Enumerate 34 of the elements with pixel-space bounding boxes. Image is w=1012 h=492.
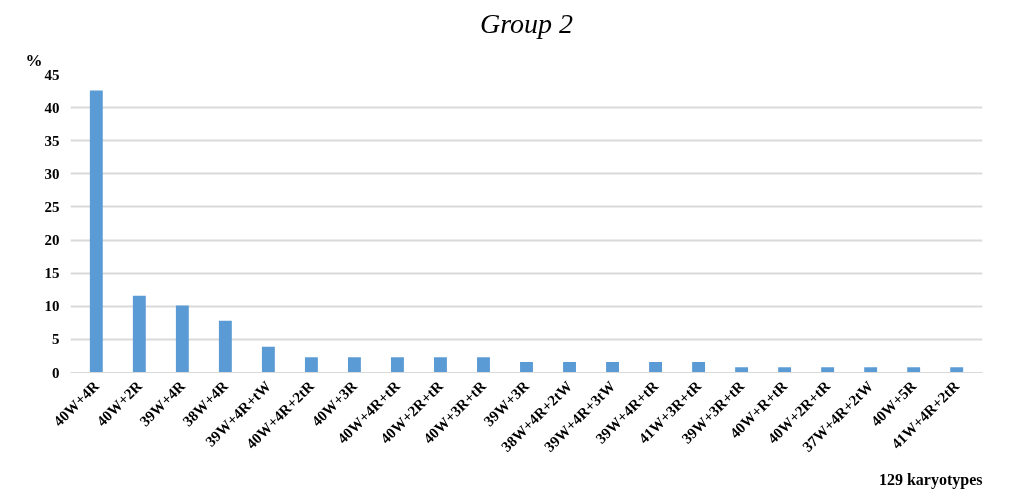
bar [390,357,404,373]
bar [304,357,318,373]
bar [434,357,447,373]
y-tick-label: 40 [44,99,60,116]
bar [907,367,921,373]
bar [132,295,146,373]
y-tick-label: 5 [52,331,60,348]
bar [864,367,878,373]
y-tick-label: 15 [44,265,60,282]
bar [563,361,576,373]
text: 129 karyotypes [878,470,983,489]
bar [950,367,964,373]
bar [261,346,275,373]
bar [821,367,835,373]
bar [477,357,490,373]
y-tick-label: 25 [44,198,60,215]
y-tick-label: 30 [44,165,60,182]
y-tick-label: 45 [44,66,60,83]
bar [778,367,792,373]
bar [218,320,232,373]
bar [735,367,749,373]
bar [89,90,103,373]
bar [606,361,619,373]
y-tick-label: 10 [44,298,60,315]
y-axis-title: % [25,50,43,70]
bar [347,357,361,373]
bar [649,361,663,373]
y-tick-label: 0 [52,364,60,381]
y-tick-label: 35 [44,132,60,149]
chart-title: Group 2 [479,7,574,39]
bar [175,305,189,373]
y-tick-label: 20 [44,232,60,249]
bar [520,361,533,373]
bar [692,361,706,373]
